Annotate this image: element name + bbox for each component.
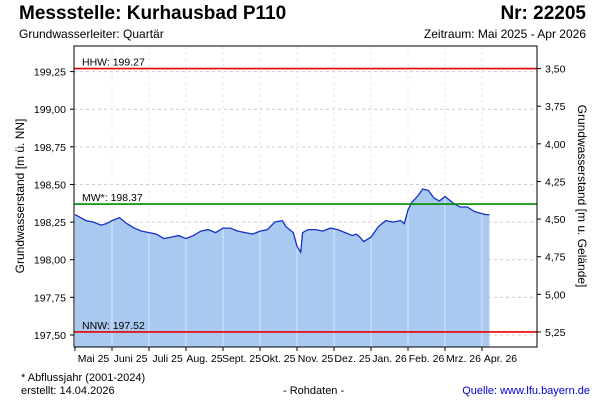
y2-tick-label: 4,75: [545, 252, 566, 264]
reference-label: MW*: 198.37: [82, 192, 143, 204]
x-tick-label: Dez. 25: [334, 353, 370, 365]
y2-tick-label: 4,00: [545, 139, 566, 151]
y-tick-label: 199,25: [34, 67, 66, 79]
period-label: Zeitraum: Mai 2025 - Apr 2026: [423, 27, 586, 41]
station-title: Messstelle: Kurhausbad P110: [19, 3, 287, 24]
reference-label: NNW: 197.52: [82, 320, 145, 332]
y2-tick-label: 4,25: [545, 176, 566, 188]
raw-data-note: - Rohdaten -: [283, 385, 345, 397]
x-tick-label: Sept. 25: [222, 353, 261, 365]
y2-tick-label: 3,75: [545, 101, 566, 113]
x-tick-label: Juli 25: [152, 353, 183, 365]
x-tick-label: Jan. 26: [372, 353, 407, 365]
x-axis-ticks: Mai 25 Juni 25 Juli 25 Aug. 25 Sept. 25 Okt. …: [74, 347, 517, 365]
footnote: * Abflussjahr (2001-2024): [21, 372, 146, 384]
y-tick-label: 198,00: [34, 255, 66, 267]
x-tick-label: Mrz. 26: [446, 353, 481, 365]
aquifer-label: Grundwasserleiter: Quartär: [19, 27, 164, 41]
x-tick-label: Mai 25: [78, 353, 110, 365]
x-tick-label: Aug. 25: [186, 353, 222, 365]
series-line: [74, 188, 490, 255]
y-axis-label: Grundwasserstand [m ü. NN]: [13, 119, 27, 274]
y-tick-label: 199,00: [34, 104, 66, 116]
y-tick-label: 197,75: [34, 292, 66, 304]
y2-tick-label: 5,25: [545, 327, 566, 339]
plot-frame: [73, 45, 538, 348]
y2-tick-label: 5,00: [545, 289, 566, 301]
x-tick-label: Feb. 26: [409, 353, 445, 365]
series-area: [75, 189, 490, 347]
x-tick-label: Nov. 25: [298, 353, 334, 365]
reference-label: HHW: 199.27: [82, 57, 145, 69]
y2-axis-label: Grundwasserstand [m u. Gelände]: [575, 105, 589, 288]
reference-lines: HHW: 199.27 MW*: 198.37 NNW: 197.52: [74, 57, 537, 333]
y-tick-label: 198,25: [34, 217, 66, 229]
y-tick-label: 198,75: [34, 142, 66, 154]
source-link[interactable]: Quelle: www.lfu.bayern.de: [462, 385, 590, 397]
y-tick-label: 197,50: [34, 330, 66, 342]
data-area: [74, 46, 490, 347]
x-tick-label: Juni 25: [114, 353, 148, 365]
y2-tick-label: 4,50: [545, 214, 566, 226]
y2-tick-label: 3,50: [545, 64, 566, 76]
y-axis-ticks: 199,25 199,00 198,75 198,50 198,25 198,00 197,…: [34, 67, 74, 342]
x-tick-label: Okt. 25: [262, 353, 296, 365]
station-number: Nr: 22205: [500, 3, 586, 24]
y2-axis-ticks: 3,50 3,75 4,00 4,25 4,50 4,75 5,00 5,25: [537, 64, 566, 339]
created-date: erstellt: 14.04.2026: [21, 385, 115, 397]
x-tick-label: Apr. 26: [484, 353, 517, 365]
y-tick-label: 198,50: [34, 179, 66, 191]
